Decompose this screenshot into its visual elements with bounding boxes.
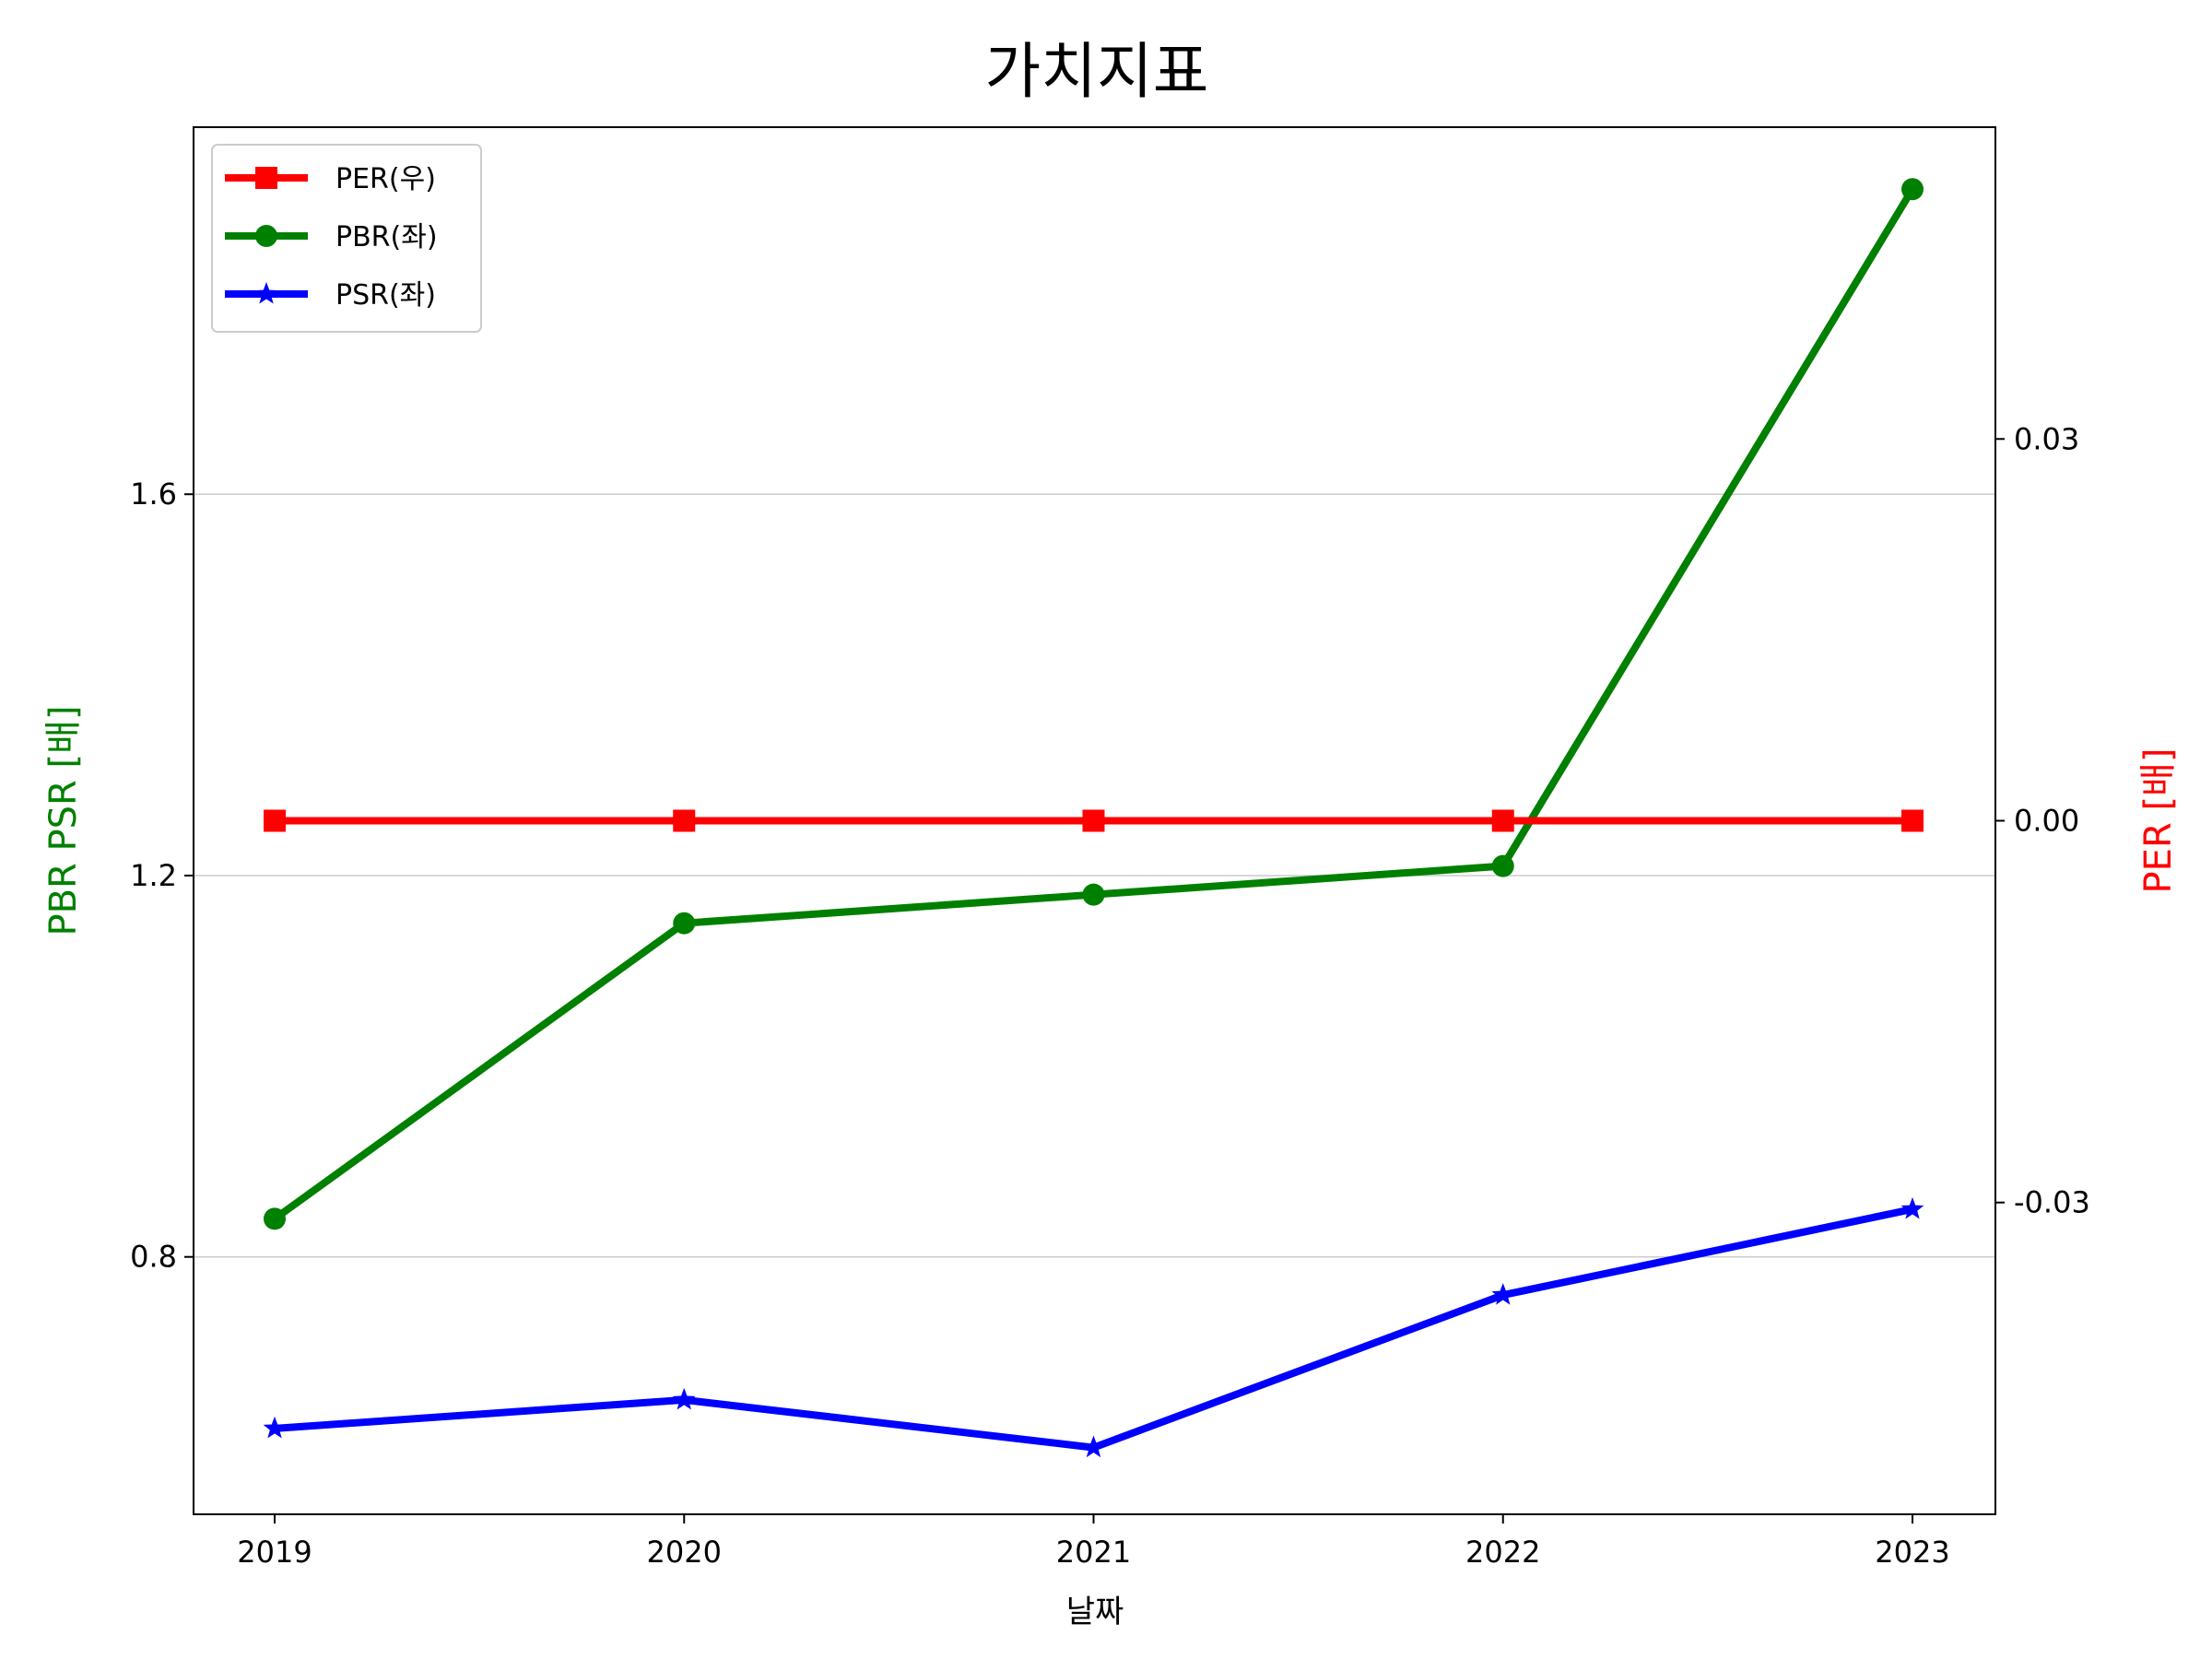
legend-label: PSR(좌) [335, 279, 436, 312]
data-point [1491, 1283, 1515, 1305]
data-point [673, 809, 696, 832]
y-left-tick-label: 1.6 [130, 477, 177, 512]
data-point [1082, 809, 1105, 832]
y-left-tick-label: 1.2 [130, 858, 177, 893]
y-axis-right-label: PER [배] [2137, 748, 2180, 894]
data-point [1491, 854, 1514, 877]
series-layer [263, 178, 1924, 1458]
legend-marker [254, 282, 278, 304]
data-point [263, 1416, 287, 1439]
data-point [1491, 809, 1514, 832]
legend-label: PBR(좌) [335, 221, 438, 253]
y-right-tick-label: 0.03 [2014, 421, 2079, 456]
data-point [1901, 178, 1924, 201]
legend-label: PER(우) [335, 163, 436, 195]
data-point [1082, 1435, 1105, 1458]
data-point [1082, 883, 1105, 906]
grid-lines [194, 493, 1995, 1258]
y-axis-left-label: PBR PSR [배] [42, 705, 85, 935]
legend: PER(우) PBR(좌) PSR(좌) [211, 144, 482, 333]
series-line [271, 185, 1916, 1223]
x-tick-label: 2022 [1465, 1535, 1540, 1570]
x-axis-label: 날짜 [1066, 1594, 1124, 1630]
x-axis: 2019 2020 2021 2022 2023 [237, 1514, 1950, 1570]
data-point [264, 1207, 286, 1230]
y-axis-left: 0.8 1.2 1.6 [130, 477, 194, 1275]
x-tick-label: 2020 [647, 1535, 722, 1570]
data-point [264, 809, 286, 832]
x-tick-label: 2023 [1875, 1535, 1949, 1570]
data-point [1900, 1197, 1924, 1219]
x-tick-label: 2021 [1056, 1535, 1131, 1570]
x-tick-label: 2019 [237, 1535, 312, 1570]
series-line [271, 1206, 1916, 1452]
legend-box [211, 144, 482, 333]
y-axis-right: -0.03 0.00 0.03 [1995, 421, 2090, 1220]
data-point [672, 1387, 696, 1410]
chart-title: 가치지표 [985, 36, 1209, 107]
y-left-tick-label: 0.8 [130, 1240, 177, 1275]
legend-marker [255, 225, 277, 247]
y-right-tick-label: 0.00 [2014, 804, 2079, 839]
data-point [1901, 809, 1924, 832]
y-right-tick-label: -0.03 [2014, 1185, 2090, 1220]
data-point [673, 912, 696, 935]
legend-marker [255, 167, 277, 189]
